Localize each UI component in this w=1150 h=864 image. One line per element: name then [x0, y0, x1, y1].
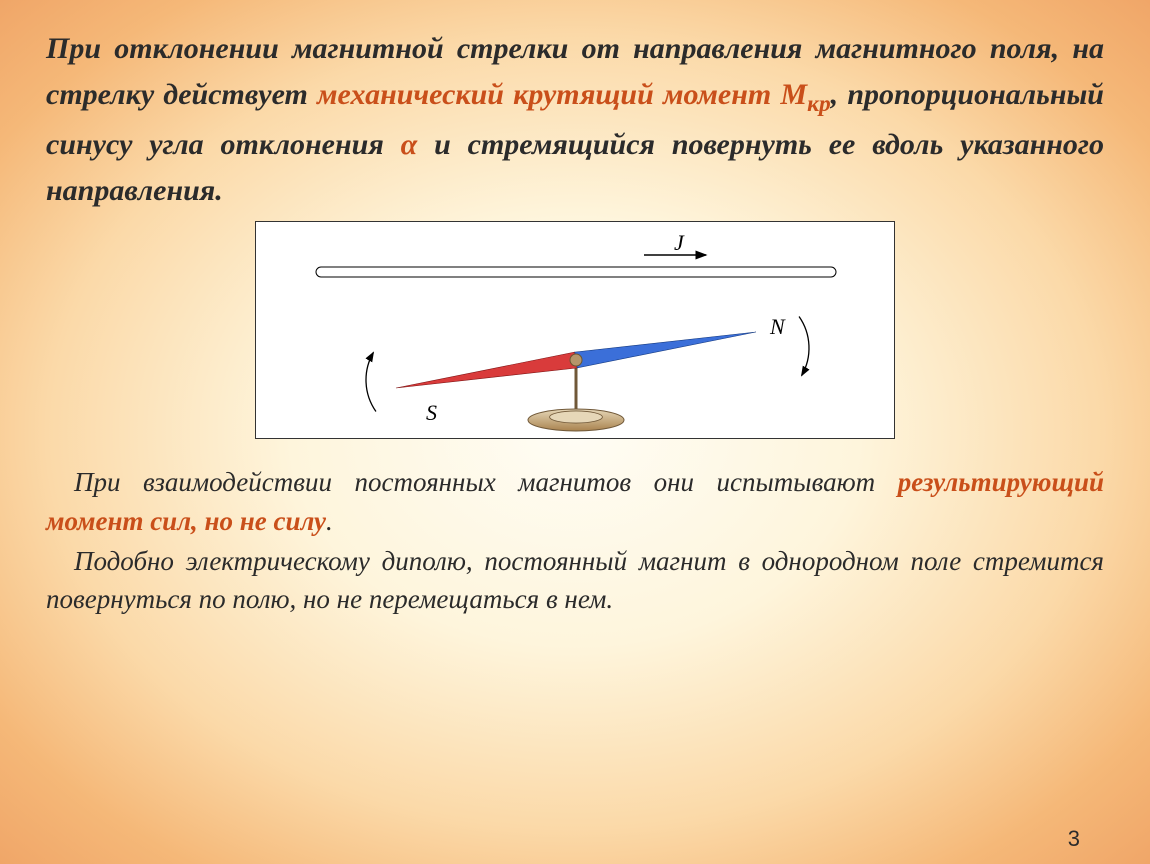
p1-highlight: механический крутящий момент Mкр [317, 78, 831, 111]
diagram-svg: J S N [256, 222, 896, 440]
paragraph-1: При отклонении магнитной стрелки от напр… [46, 26, 1104, 213]
page-number: 3 [1068, 826, 1080, 852]
compass-diagram: J S N [255, 221, 895, 439]
p2a-text-2: . [326, 506, 333, 536]
svg-text:J: J [674, 230, 685, 255]
paragraph-2b: Подобно электрическому диполю, постоянны… [46, 542, 1104, 619]
p2a-text-1: При взаимодействии постоянных магнитов о… [74, 467, 898, 497]
svg-text:N: N [769, 314, 786, 339]
svg-text:S: S [426, 400, 437, 425]
alpha-symbol: α [401, 128, 418, 161]
p2b-text-1: Подобно электрическому диполю, постоянны… [46, 546, 1104, 614]
paragraph-2a: При взаимодействии постоянных магнитов о… [46, 463, 1104, 540]
